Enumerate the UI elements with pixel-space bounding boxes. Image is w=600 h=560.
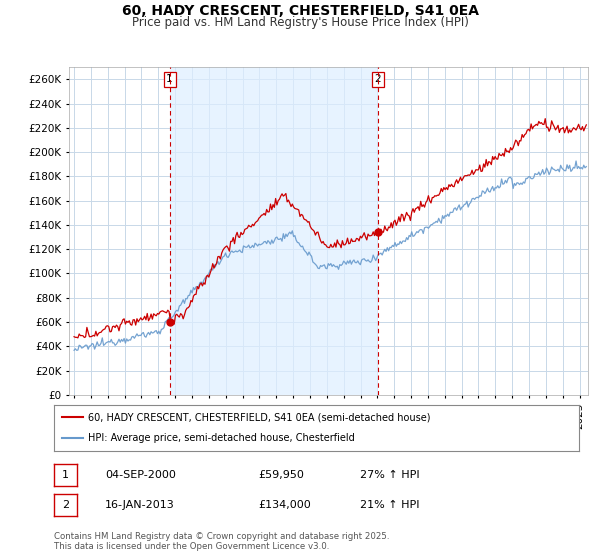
Text: 60, HADY CRESCENT, CHESTERFIELD, S41 0EA (semi-detached house): 60, HADY CRESCENT, CHESTERFIELD, S41 0EA… xyxy=(88,412,431,422)
Bar xyxy=(170,67,378,395)
Text: 04-SEP-2000: 04-SEP-2000 xyxy=(105,470,176,480)
Text: 1: 1 xyxy=(62,470,69,480)
Text: 60, HADY CRESCENT, CHESTERFIELD, S41 0EA: 60, HADY CRESCENT, CHESTERFIELD, S41 0EA xyxy=(121,4,479,18)
Text: £59,950: £59,950 xyxy=(258,470,304,480)
Text: 2: 2 xyxy=(375,74,382,85)
Text: 21% ↑ HPI: 21% ↑ HPI xyxy=(360,500,419,510)
Text: HPI: Average price, semi-detached house, Chesterfield: HPI: Average price, semi-detached house,… xyxy=(88,433,355,444)
Text: 2: 2 xyxy=(62,500,69,510)
Text: 1: 1 xyxy=(166,74,173,85)
Text: Price paid vs. HM Land Registry's House Price Index (HPI): Price paid vs. HM Land Registry's House … xyxy=(131,16,469,29)
Text: £134,000: £134,000 xyxy=(258,500,311,510)
Text: 16-JAN-2013: 16-JAN-2013 xyxy=(105,500,175,510)
Text: 27% ↑ HPI: 27% ↑ HPI xyxy=(360,470,419,480)
Text: Contains HM Land Registry data © Crown copyright and database right 2025.
This d: Contains HM Land Registry data © Crown c… xyxy=(54,532,389,552)
